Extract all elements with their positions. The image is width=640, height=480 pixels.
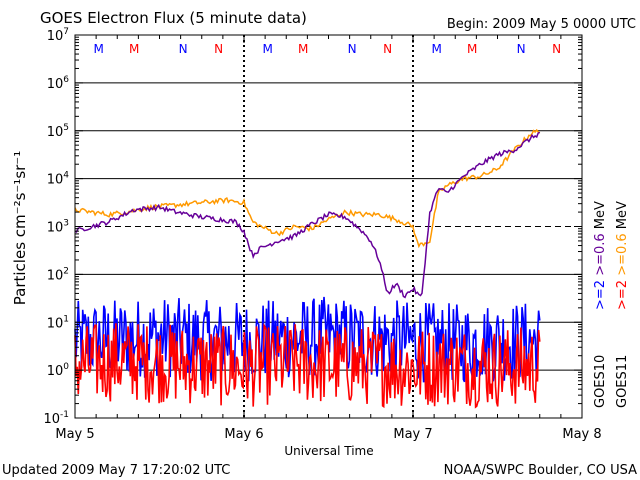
legend-goes10: GOES10 — [593, 355, 608, 408]
y-tick-label: 10-1 — [43, 410, 69, 427]
y-tick-label: 107 — [47, 27, 69, 44]
legend-goes11-channels: >=2 >=0.6 MeV — [615, 201, 630, 310]
x-tick-label: May 8 — [562, 427, 601, 442]
time-marker: M — [262, 42, 272, 56]
series-goes10-2-mev — [74, 296, 541, 383]
x-tick-label: May 6 — [224, 427, 263, 442]
time-marker: M — [129, 42, 139, 56]
y-axis-label: Particles cm⁻²s⁻¹sr⁻¹ — [11, 151, 29, 305]
updated-timestamp: Updated 2009 May 7 17:20:02 UTC — [2, 463, 230, 478]
time-marker: M — [298, 42, 308, 56]
time-marker: M — [467, 42, 477, 56]
legend-red-2mev: >=2 — [615, 280, 630, 310]
y-tick-label: 104 — [47, 171, 70, 188]
y-tick-label: 100 — [47, 362, 70, 379]
credit-label: NOAA/SWPC Boulder, CO USA — [444, 463, 637, 478]
legend-unit-1: MeV — [615, 201, 630, 229]
y-tick-label: 102 — [47, 266, 69, 283]
time-marker: N — [552, 42, 561, 56]
y-tick-label: 103 — [47, 219, 69, 236]
time-marker: M — [431, 42, 441, 56]
x-axis-label: Universal Time — [284, 444, 373, 458]
y-axis-ticks: 10-1 100 101 102 103 104 105 106 107 — [43, 27, 582, 427]
time-marker: N — [179, 42, 188, 56]
x-tick-label: May 7 — [393, 427, 432, 442]
series-goes10-0-6-mev — [74, 131, 541, 299]
chart-title: GOES Electron Flux (5 minute data) — [40, 9, 307, 27]
legend-goes11-text: GOES11 — [615, 355, 630, 408]
begin-label: Begin: 2009 May 5 0000 UTC — [447, 17, 636, 32]
flux-series — [74, 128, 541, 409]
y-tick-label: 106 — [47, 75, 70, 92]
time-marker: N — [517, 42, 526, 56]
x-tick-label: May 5 — [55, 427, 94, 442]
legend-blue-2mev: >=2 — [593, 280, 608, 310]
time-marker: N — [383, 42, 392, 56]
threshold-lines — [75, 82, 582, 371]
x-axis-ticks: May 5 May 6 May 7 May 8 — [55, 35, 602, 442]
time-marker: N — [214, 42, 223, 56]
legend-unit-2: MeV — [593, 201, 608, 229]
legend-purple-06mev: >=0.6 — [593, 233, 608, 275]
legend-goes10-channels: >=2 >=0.6 MeV — [593, 201, 608, 310]
legend-goes11: GOES11 — [615, 355, 630, 408]
time-marker: N — [348, 42, 357, 56]
legend-goes10-text: GOES10 — [593, 355, 608, 408]
right-legend: GOES11 GOES10 >=2 >=0.6 MeV >=2 >=0.6 Me… — [593, 201, 630, 408]
series-goes11-2-mev — [74, 322, 541, 409]
y-tick-label: 101 — [47, 314, 69, 331]
time-marker: M — [93, 42, 103, 56]
legend-orange-06mev: >=0.6 — [615, 233, 630, 275]
y-tick-label: 105 — [47, 123, 69, 140]
